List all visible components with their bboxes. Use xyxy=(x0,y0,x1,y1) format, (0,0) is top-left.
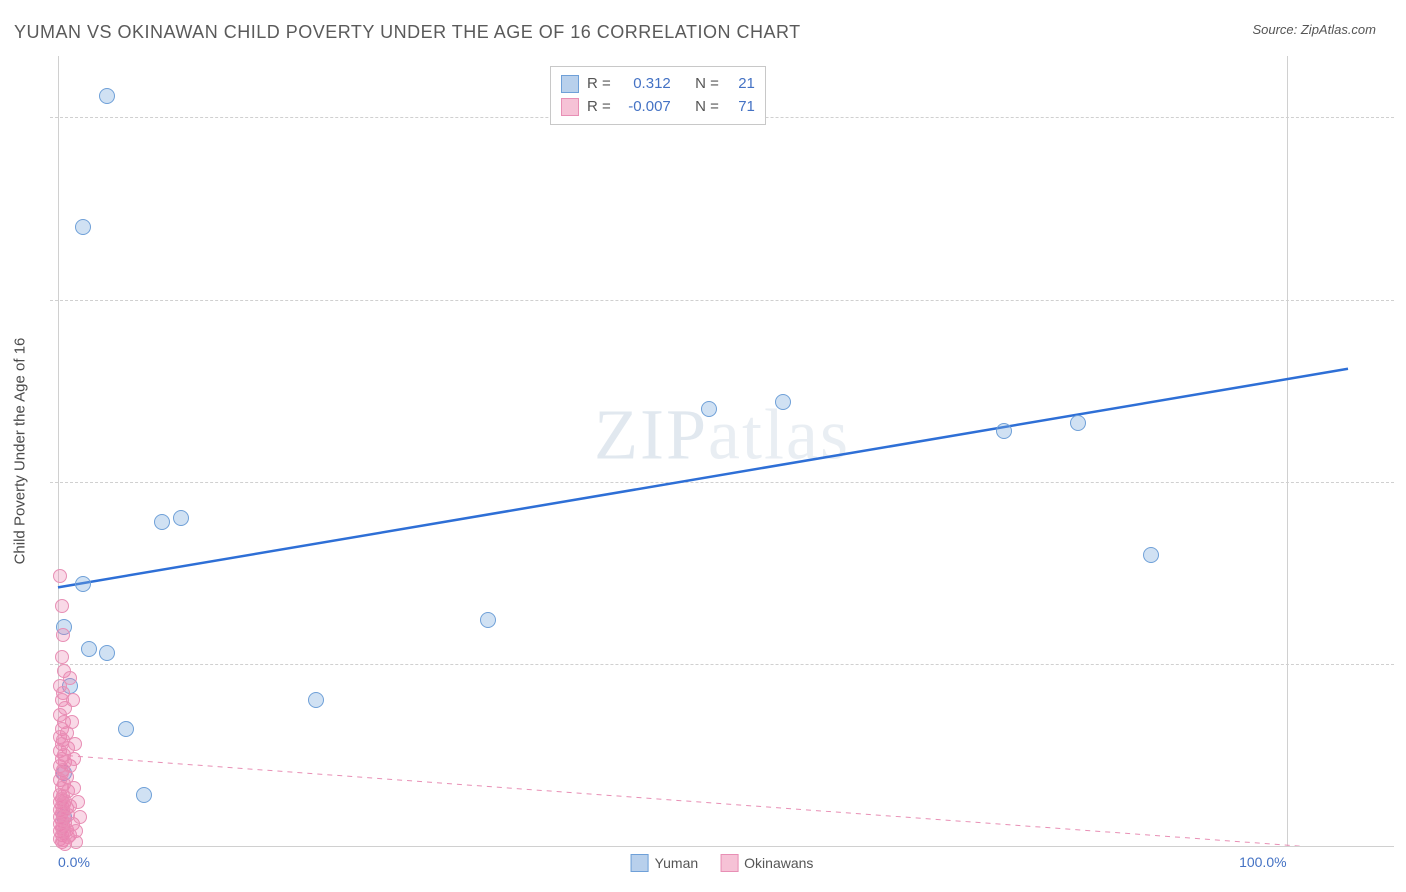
scatter-point-okinawans xyxy=(68,737,82,751)
legend-swatch xyxy=(561,75,579,93)
correlation-legend-row: R = -0.007 N = 71 xyxy=(561,96,755,119)
legend-label: Yuman xyxy=(655,855,699,871)
correlation-legend: R = 0.312 N = 21 R = -0.007 N = 71 xyxy=(550,66,766,125)
scatter-point-okinawans xyxy=(67,781,81,795)
series-legend: Yuman Okinawans xyxy=(631,854,814,872)
scatter-point-yuman xyxy=(118,721,134,737)
legend-swatch xyxy=(720,854,738,872)
scatter-plot: ZIPatlas 25.0%50.0%75.0%100.0%0.0%100.0%… xyxy=(50,56,1394,846)
chart-area: Child Poverty Under the Age of 16 ZIPatl… xyxy=(50,56,1394,846)
y-axis-label: Child Poverty Under the Age of 16 xyxy=(12,338,29,565)
legend-swatch xyxy=(561,98,579,116)
x-tick-label: 0.0% xyxy=(58,854,90,870)
correlation-legend-row: R = 0.312 N = 21 xyxy=(561,73,755,96)
source-attribution: Source: ZipAtlas.com xyxy=(1252,22,1376,37)
scatter-point-okinawans xyxy=(73,810,87,824)
source-name: ZipAtlas.com xyxy=(1301,22,1376,37)
n-label: N = xyxy=(695,73,719,96)
scatter-point-yuman xyxy=(173,510,189,526)
chart-title: YUMAN VS OKINAWAN CHILD POVERTY UNDER TH… xyxy=(14,22,801,43)
scatter-point-yuman xyxy=(75,219,91,235)
scatter-point-okinawans xyxy=(65,715,79,729)
scatter-point-yuman xyxy=(1070,415,1086,431)
scatter-point-okinawans xyxy=(67,752,81,766)
legend-item: Yuman xyxy=(631,854,699,872)
axis-horizontal xyxy=(50,846,1394,847)
scatter-point-yuman xyxy=(308,692,324,708)
r-label: R = xyxy=(587,96,611,119)
scatter-point-yuman xyxy=(81,641,97,657)
scatter-point-yuman xyxy=(1143,547,1159,563)
scatter-point-okinawans xyxy=(56,628,70,642)
scatter-point-yuman xyxy=(136,787,152,803)
scatter-point-yuman xyxy=(701,401,717,417)
header-row: YUMAN VS OKINAWAN CHILD POVERTY UNDER TH… xyxy=(0,0,1406,43)
r-value: 0.312 xyxy=(619,73,671,96)
scatter-point-okinawans xyxy=(66,693,80,707)
source-prefix: Source: xyxy=(1252,22,1300,37)
trendline-okinawans xyxy=(58,755,1348,846)
r-label: R = xyxy=(587,73,611,96)
scatter-point-okinawans xyxy=(71,795,85,809)
scatter-point-yuman xyxy=(775,394,791,410)
scatter-point-yuman xyxy=(480,612,496,628)
scatter-point-okinawans xyxy=(69,835,83,849)
n-label: N = xyxy=(695,96,719,119)
scatter-point-yuman xyxy=(99,88,115,104)
x-tick-label: 100.0% xyxy=(1239,854,1286,870)
scatter-point-okinawans xyxy=(55,599,69,613)
scatter-point-yuman xyxy=(996,423,1012,439)
r-value: -0.007 xyxy=(619,96,671,119)
scatter-point-yuman xyxy=(99,645,115,661)
legend-swatch xyxy=(631,854,649,872)
legend-item: Okinawans xyxy=(720,854,813,872)
legend-label: Okinawans xyxy=(744,855,813,871)
scatter-point-okinawans xyxy=(63,671,77,685)
trendlines-svg xyxy=(50,56,1394,846)
scatter-point-okinawans xyxy=(55,650,69,664)
n-value: 71 xyxy=(727,96,755,119)
scatter-point-yuman xyxy=(154,514,170,530)
scatter-point-yuman xyxy=(75,576,91,592)
scatter-point-okinawans xyxy=(53,569,67,583)
n-value: 21 xyxy=(727,73,755,96)
